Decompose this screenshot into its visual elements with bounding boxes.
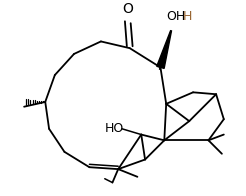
Polygon shape — [157, 31, 171, 68]
Text: O: O — [122, 2, 133, 15]
Text: OH: OH — [166, 10, 185, 23]
Text: HO: HO — [105, 122, 124, 135]
Text: H: H — [183, 10, 192, 23]
